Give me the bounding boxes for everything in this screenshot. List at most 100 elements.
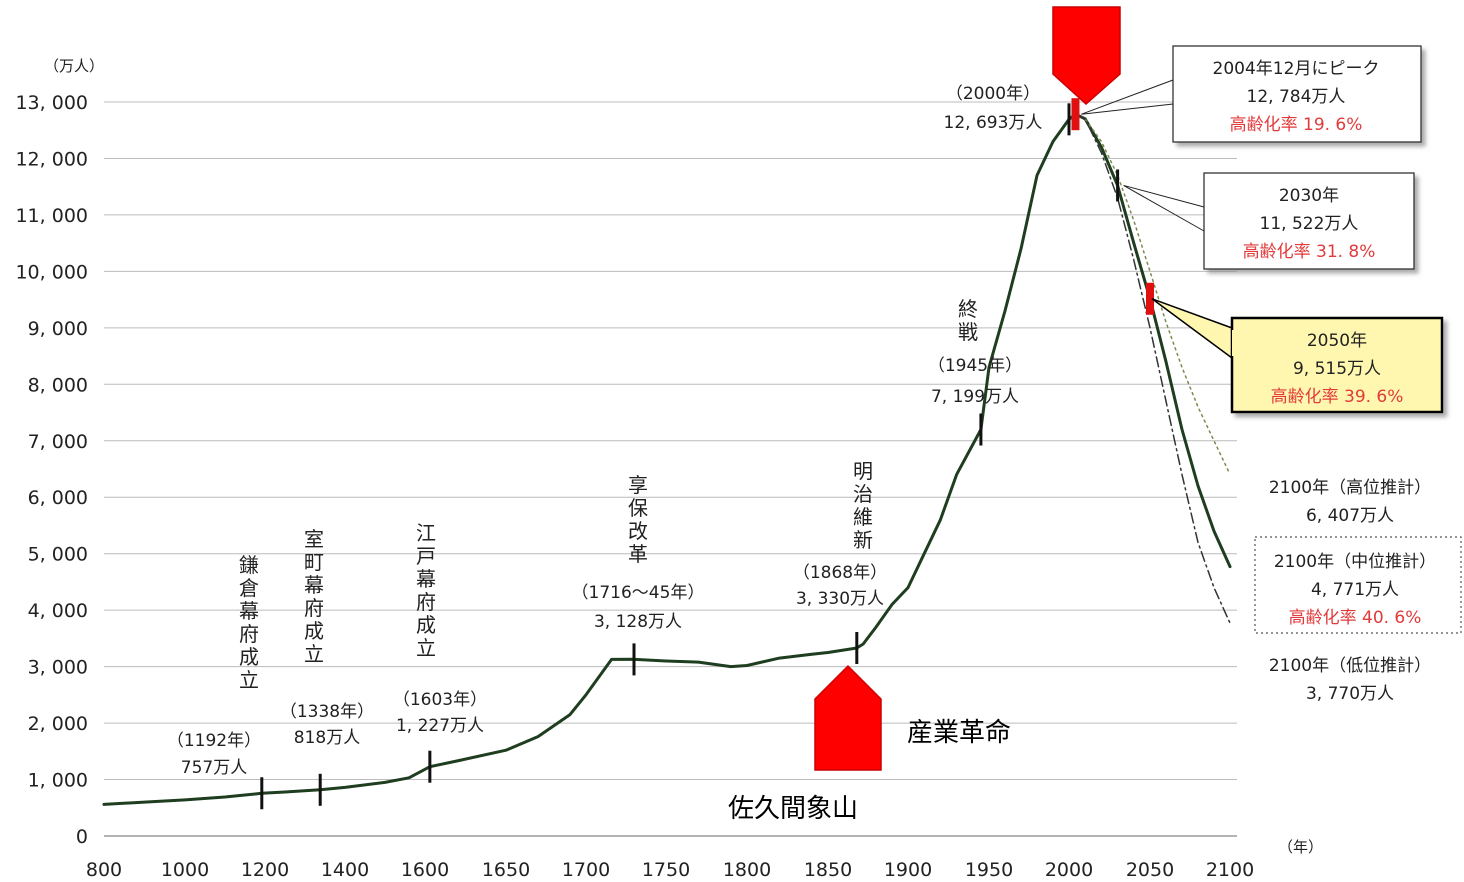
x-tick-label: 1400: [321, 859, 369, 881]
event-value-label: 12, 693万人: [944, 113, 1043, 133]
callout-line: 2030年: [1279, 186, 1339, 206]
event-year-label: （1945年）: [928, 356, 1022, 376]
marker: [632, 643, 636, 676]
marker: [855, 631, 859, 664]
event-year-label: （1868年）: [793, 563, 887, 583]
sakuma-shozan-label: 佐久間象山: [728, 794, 858, 824]
marker: [260, 777, 264, 810]
event-vertical-char: 明: [853, 459, 873, 483]
event-vertical-char: 立: [239, 668, 259, 692]
markers: [260, 98, 1154, 810]
callout-line: 2050年: [1307, 331, 1367, 351]
x-tick-label: 1600: [401, 859, 449, 881]
y-tick-label: 0: [76, 826, 88, 848]
y-tick-label: 7, 000: [28, 431, 88, 453]
event-vertical-char: 倉: [239, 576, 259, 600]
event-vertical-char: 新: [853, 528, 873, 552]
marker: [979, 413, 983, 446]
event-vertical-char: 成: [239, 645, 259, 669]
callout-line: 11, 522万人: [1260, 214, 1359, 234]
x-tick-label: 2100: [1206, 859, 1254, 881]
callout-pointer: [1123, 184, 1205, 208]
projection-line: 3, 770万人: [1306, 684, 1394, 704]
marker: [318, 773, 322, 806]
y-unit-label: （万人）: [44, 57, 104, 75]
event-vertical-char: 府: [416, 590, 436, 614]
event-value-label: 1, 227万人: [396, 716, 484, 736]
y-tick-label: 3, 000: [28, 657, 88, 679]
event-vertical-char: 鎌: [239, 553, 259, 577]
event-labels: 鎌倉幕府成立（1192年）757万人室町幕府成立（1338年）818万人江戸幕府…: [167, 84, 1043, 778]
x-tick-label: 1850: [804, 859, 852, 881]
grid-lines: [104, 101, 1237, 837]
y-tick-label: 6, 000: [28, 487, 88, 509]
projection-line: 2100年（高位推計）: [1269, 478, 1431, 498]
callout-red-line: 高齢化率 31. 8%: [1243, 242, 1376, 262]
callout-pointer: [1081, 103, 1174, 115]
marker: [1146, 282, 1154, 315]
axes: 0 1, 000 2, 000 3, 000 4, 000 5, 000 6, 000 7, …: [15, 57, 1323, 881]
callout-box: [1172, 45, 1422, 143]
x-tick-label: 1000: [161, 859, 209, 881]
x-tick-label: 2050: [1126, 859, 1174, 881]
event-vertical-char: 保: [628, 496, 648, 520]
event-value-label: 757万人: [181, 758, 247, 778]
event-year-label: （1338年）: [280, 702, 374, 722]
event-vertical-char: 府: [239, 622, 259, 646]
callout-box: [1203, 172, 1415, 270]
y-tick-label: 5, 000: [28, 544, 88, 566]
y-tick-label: 4, 000: [28, 600, 88, 622]
series-line-dash-dot: [1074, 113, 1231, 624]
marker: [1071, 98, 1080, 131]
y-tick-label: 1, 000: [28, 770, 88, 792]
event-value-label: 7, 199万人: [931, 387, 1019, 407]
x-tick-label: 1750: [642, 859, 690, 881]
callout-box: [1230, 316, 1444, 414]
event-vertical-char: 江: [416, 521, 436, 545]
event-year-label: （1603年）: [393, 690, 487, 710]
event-vertical-char: 府: [304, 596, 324, 620]
callout-pointer: [1081, 79, 1174, 115]
x-tick-label: 800: [86, 859, 122, 881]
y-tick-label: 10, 000: [15, 261, 88, 283]
callout-line: 2004年12月にピーク: [1213, 59, 1380, 79]
event-vertical-char: 成: [416, 613, 436, 637]
y-tick-label: 13, 000: [15, 92, 88, 114]
event-vertical-char: 治: [853, 482, 873, 506]
x-tick-label: 2000: [1045, 859, 1093, 881]
projection-red-line: 高齢化率 40. 6%: [1289, 608, 1422, 628]
y-tick-label: 8, 000: [28, 374, 88, 396]
event-value-label: 818万人: [294, 728, 360, 748]
y-tick-label: 12, 000: [15, 148, 88, 170]
series-line-solid: [102, 112, 1232, 806]
projection-box: [1254, 536, 1462, 634]
event-vertical-char: 室: [304, 527, 324, 551]
marker: [1116, 169, 1120, 202]
projection-line: 2100年（低位推計）: [1269, 656, 1431, 676]
projection-line: 6, 407万人: [1306, 506, 1394, 526]
event-vertical-char: 立: [304, 642, 324, 666]
event-vertical-char: 戦: [958, 320, 978, 344]
callout-line: 9, 515万人: [1293, 359, 1381, 379]
x-tick-label: 1800: [723, 859, 771, 881]
event-vertical-char: 終: [958, 297, 978, 321]
y-tick-label: 9, 000: [28, 318, 88, 340]
event-vertical-char: 維: [853, 505, 873, 529]
y-tick-label: 2, 000: [28, 713, 88, 735]
event-vertical-char: 戸: [416, 544, 436, 568]
meiji-arrow-up: [814, 664, 882, 771]
callout-line: 12, 784万人: [1247, 87, 1346, 107]
event-value-label: 3, 330万人: [796, 589, 884, 609]
event-year-label: （1716～45年）: [572, 583, 705, 603]
event-vertical-char: 享: [628, 473, 648, 497]
y-tick-label: 11, 000: [15, 205, 88, 227]
event-vertical-char: 幕: [304, 573, 324, 597]
event-value-label: 3, 128万人: [594, 612, 682, 632]
event-year-label: （2000年）: [946, 84, 1040, 104]
projection-line: 2100年（中位推計）: [1274, 552, 1436, 572]
x-tick-label: 1700: [562, 859, 610, 881]
marker: [1067, 103, 1071, 136]
callout-red-line: 高齢化率 19. 6%: [1230, 115, 1363, 135]
